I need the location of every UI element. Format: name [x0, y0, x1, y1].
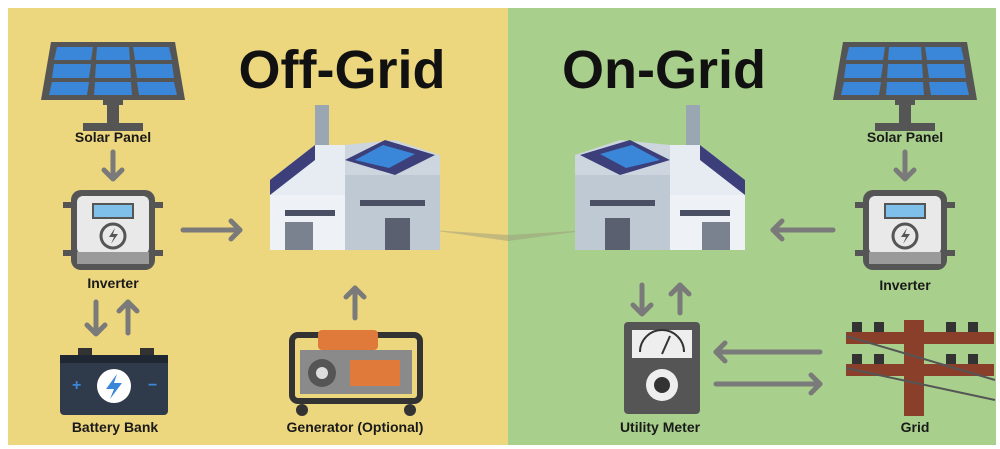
- node-label: Inverter: [879, 277, 931, 293]
- svg-text:−: −: [148, 377, 157, 394]
- node-label: Battery Bank: [72, 419, 159, 435]
- node-label: Grid: [901, 419, 930, 435]
- diagram: Off-Grid On-Grid Solar Panel Inverter + …: [0, 0, 1000, 449]
- inverter-icon: [855, 190, 955, 270]
- on-grid-title: On-Grid: [562, 40, 766, 100]
- inverter-icon: [63, 190, 163, 270]
- node-label: Utility Meter: [620, 419, 701, 435]
- node-label: Solar Panel: [75, 129, 151, 145]
- off-grid-title: Off-Grid: [239, 40, 446, 100]
- svg-text:+: +: [72, 377, 81, 394]
- node-label: Inverter: [87, 275, 139, 291]
- utility-meter-icon: [624, 322, 700, 414]
- battery-icon: + −: [60, 348, 168, 415]
- node-label: Generator (Optional): [287, 419, 424, 435]
- node-label: Solar Panel: [867, 129, 943, 145]
